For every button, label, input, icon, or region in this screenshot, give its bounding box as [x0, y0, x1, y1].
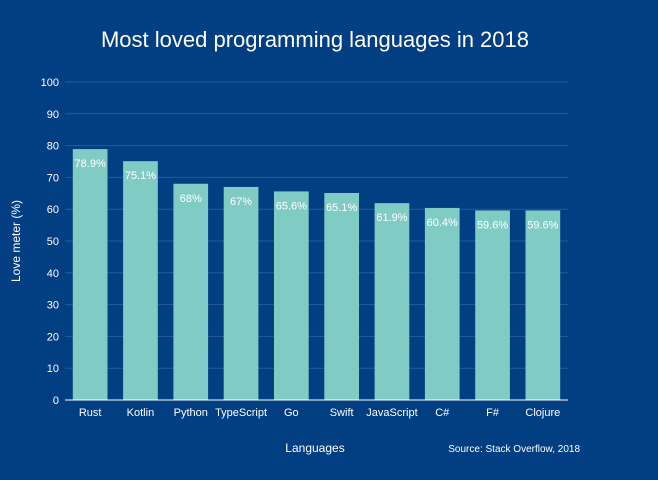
bar-c- [424, 207, 460, 400]
bar-kotlin [123, 161, 158, 400]
x-tick-label: Rust [79, 407, 102, 419]
y-tick-label: 100 [41, 77, 59, 89]
bar-value-label: 59.6% [527, 219, 558, 231]
bars [72, 149, 561, 400]
bar-swift [324, 192, 360, 400]
y-tick-label: 60 [47, 204, 59, 216]
bar-clojure [525, 210, 561, 400]
bar-go [273, 191, 309, 400]
x-tick-labels: Rust Kotlin Python TypeScript Go Swift JavaScr… [79, 407, 560, 419]
bar-value-label: 67% [230, 196, 252, 208]
bar-python [173, 183, 209, 400]
x-tick-label: TypeScript [215, 407, 267, 419]
y-tick-label: 50 [47, 236, 59, 248]
bar-value-label: 75.1% [125, 170, 156, 182]
x-tick-label: Clojure [525, 407, 560, 419]
bar-f- [475, 210, 510, 400]
x-axis-title: Languages [285, 441, 344, 455]
bar-value-label: 78.9% [75, 158, 106, 170]
bar-value-label: 59.6% [477, 219, 508, 231]
x-tick-label: JavaScript [366, 407, 417, 419]
x-tick-label: Python [174, 407, 208, 419]
y-tick-labels: 0 10 20 30 40 50 60 70 80 90 100 [41, 77, 59, 407]
y-tick-label: 20 [47, 331, 59, 343]
data-labels: 78.9% 75.1% 68% 67% 65.6% 65.1% 61.9% 60.4% 59.6… [75, 158, 559, 231]
bar-value-label: 65.1% [326, 202, 357, 214]
x-tick-label: Swift [330, 407, 354, 419]
x-tick-label: Kotlin [127, 407, 155, 419]
bar-value-label: 65.6% [276, 200, 307, 212]
bar-rust [72, 149, 108, 400]
y-tick-label: 0 [53, 395, 59, 407]
bar-javascript [374, 203, 410, 400]
chart-title: Most loved programming languages in 2018 [101, 27, 529, 52]
bar-value-label: 61.9% [376, 212, 407, 224]
bar-value-label: 68% [180, 193, 202, 205]
y-tick-label: 30 [47, 300, 59, 312]
bar-value-label: 60.4% [427, 217, 458, 229]
y-tick-label: 40 [47, 268, 59, 280]
y-tick-label: 70 [47, 172, 59, 184]
y-axis-title: Love meter (%) [9, 200, 23, 282]
y-tick-label: 90 [47, 109, 59, 121]
x-tick-label: F# [486, 407, 500, 419]
x-tick-label: Go [284, 407, 299, 419]
x-tick-label: C# [435, 407, 450, 419]
y-tick-label: 80 [47, 141, 59, 153]
bar-typescript [223, 186, 259, 400]
y-tick-label: 10 [47, 363, 59, 375]
source-annotation: Source: Stack Overflow, 2018 [448, 444, 580, 455]
